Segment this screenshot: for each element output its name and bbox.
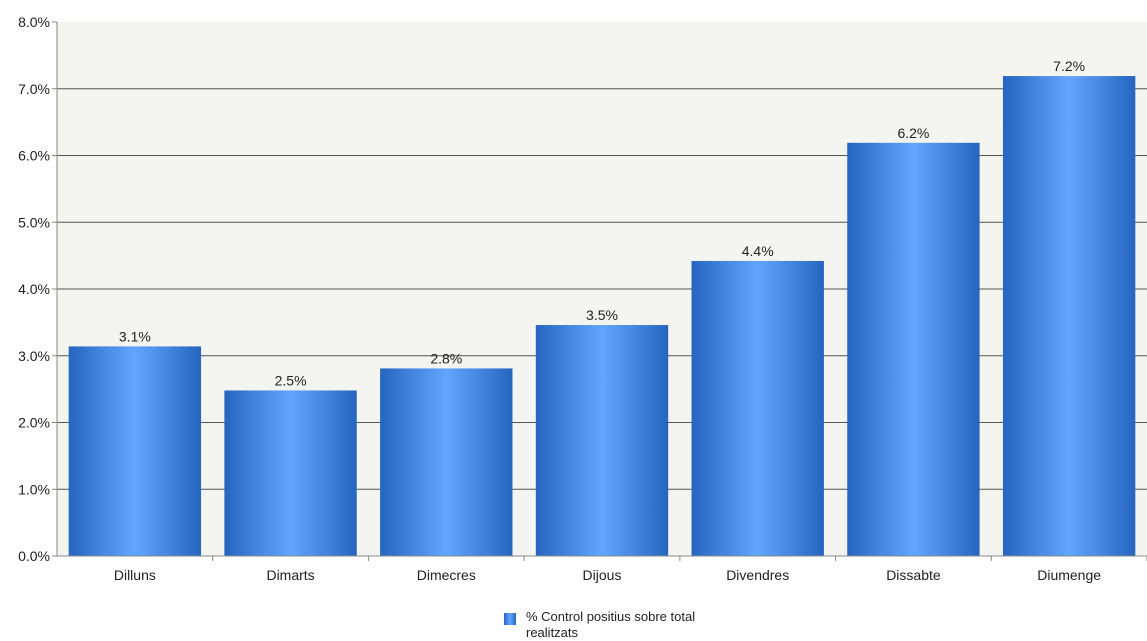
bar-diumenge [1002,76,1136,556]
x-tick-label: Dissabte [886,567,941,583]
x-tick-label: Dilluns [114,567,156,583]
data-label: 3.5% [586,307,618,323]
bar-divendres [691,260,824,556]
x-tick-label: Divendres [726,567,789,583]
y-tick-label: 5.0% [18,214,50,230]
x-axis: Dilluns Dimarts Dimecres Dijous Divendres Dis… [114,556,1147,583]
bar-dimecres [380,368,513,556]
bars: 3.1% 2.5% 2.8% 3.5% 4.4% 6.2% 7.2% [68,58,1136,556]
x-tick-label: Dimarts [266,567,314,583]
legend: % Control positius sobre total realitzat… [504,609,716,641]
y-tick-label: 0.0% [18,548,50,564]
y-tick-label: 7.0% [18,81,50,97]
x-tick-label: Diumenge [1037,567,1101,583]
y-axis: 0.0% 1.0% 2.0% 3.0% 4.0% 5.0% 6.0% 7.0% 8.0% [18,14,57,564]
data-label: 7.2% [1053,58,1085,74]
data-label: 3.1% [119,328,151,344]
data-label: 4.4% [742,243,774,259]
y-tick-label: 8.0% [18,14,50,30]
bar-dimarts [224,390,357,556]
y-tick-label: 1.0% [18,481,50,497]
y-tick-label: 4.0% [18,281,50,297]
bar-dilluns [68,346,202,556]
legend-swatch [504,613,516,625]
y-tick-label: 6.0% [18,148,50,164]
data-label: 2.5% [275,372,307,388]
y-tick-label: 3.0% [18,348,50,364]
x-tick-label: Dijous [583,567,622,583]
x-tick-label: Dimecres [417,567,476,583]
bar-dijous [535,325,669,556]
data-label: 2.8% [430,350,462,366]
bar-dissabte [847,142,980,556]
y-tick-label: 2.0% [18,415,50,431]
legend-label: % Control positius sobre total realitzat… [526,609,696,640]
data-label: 6.2% [897,125,929,141]
